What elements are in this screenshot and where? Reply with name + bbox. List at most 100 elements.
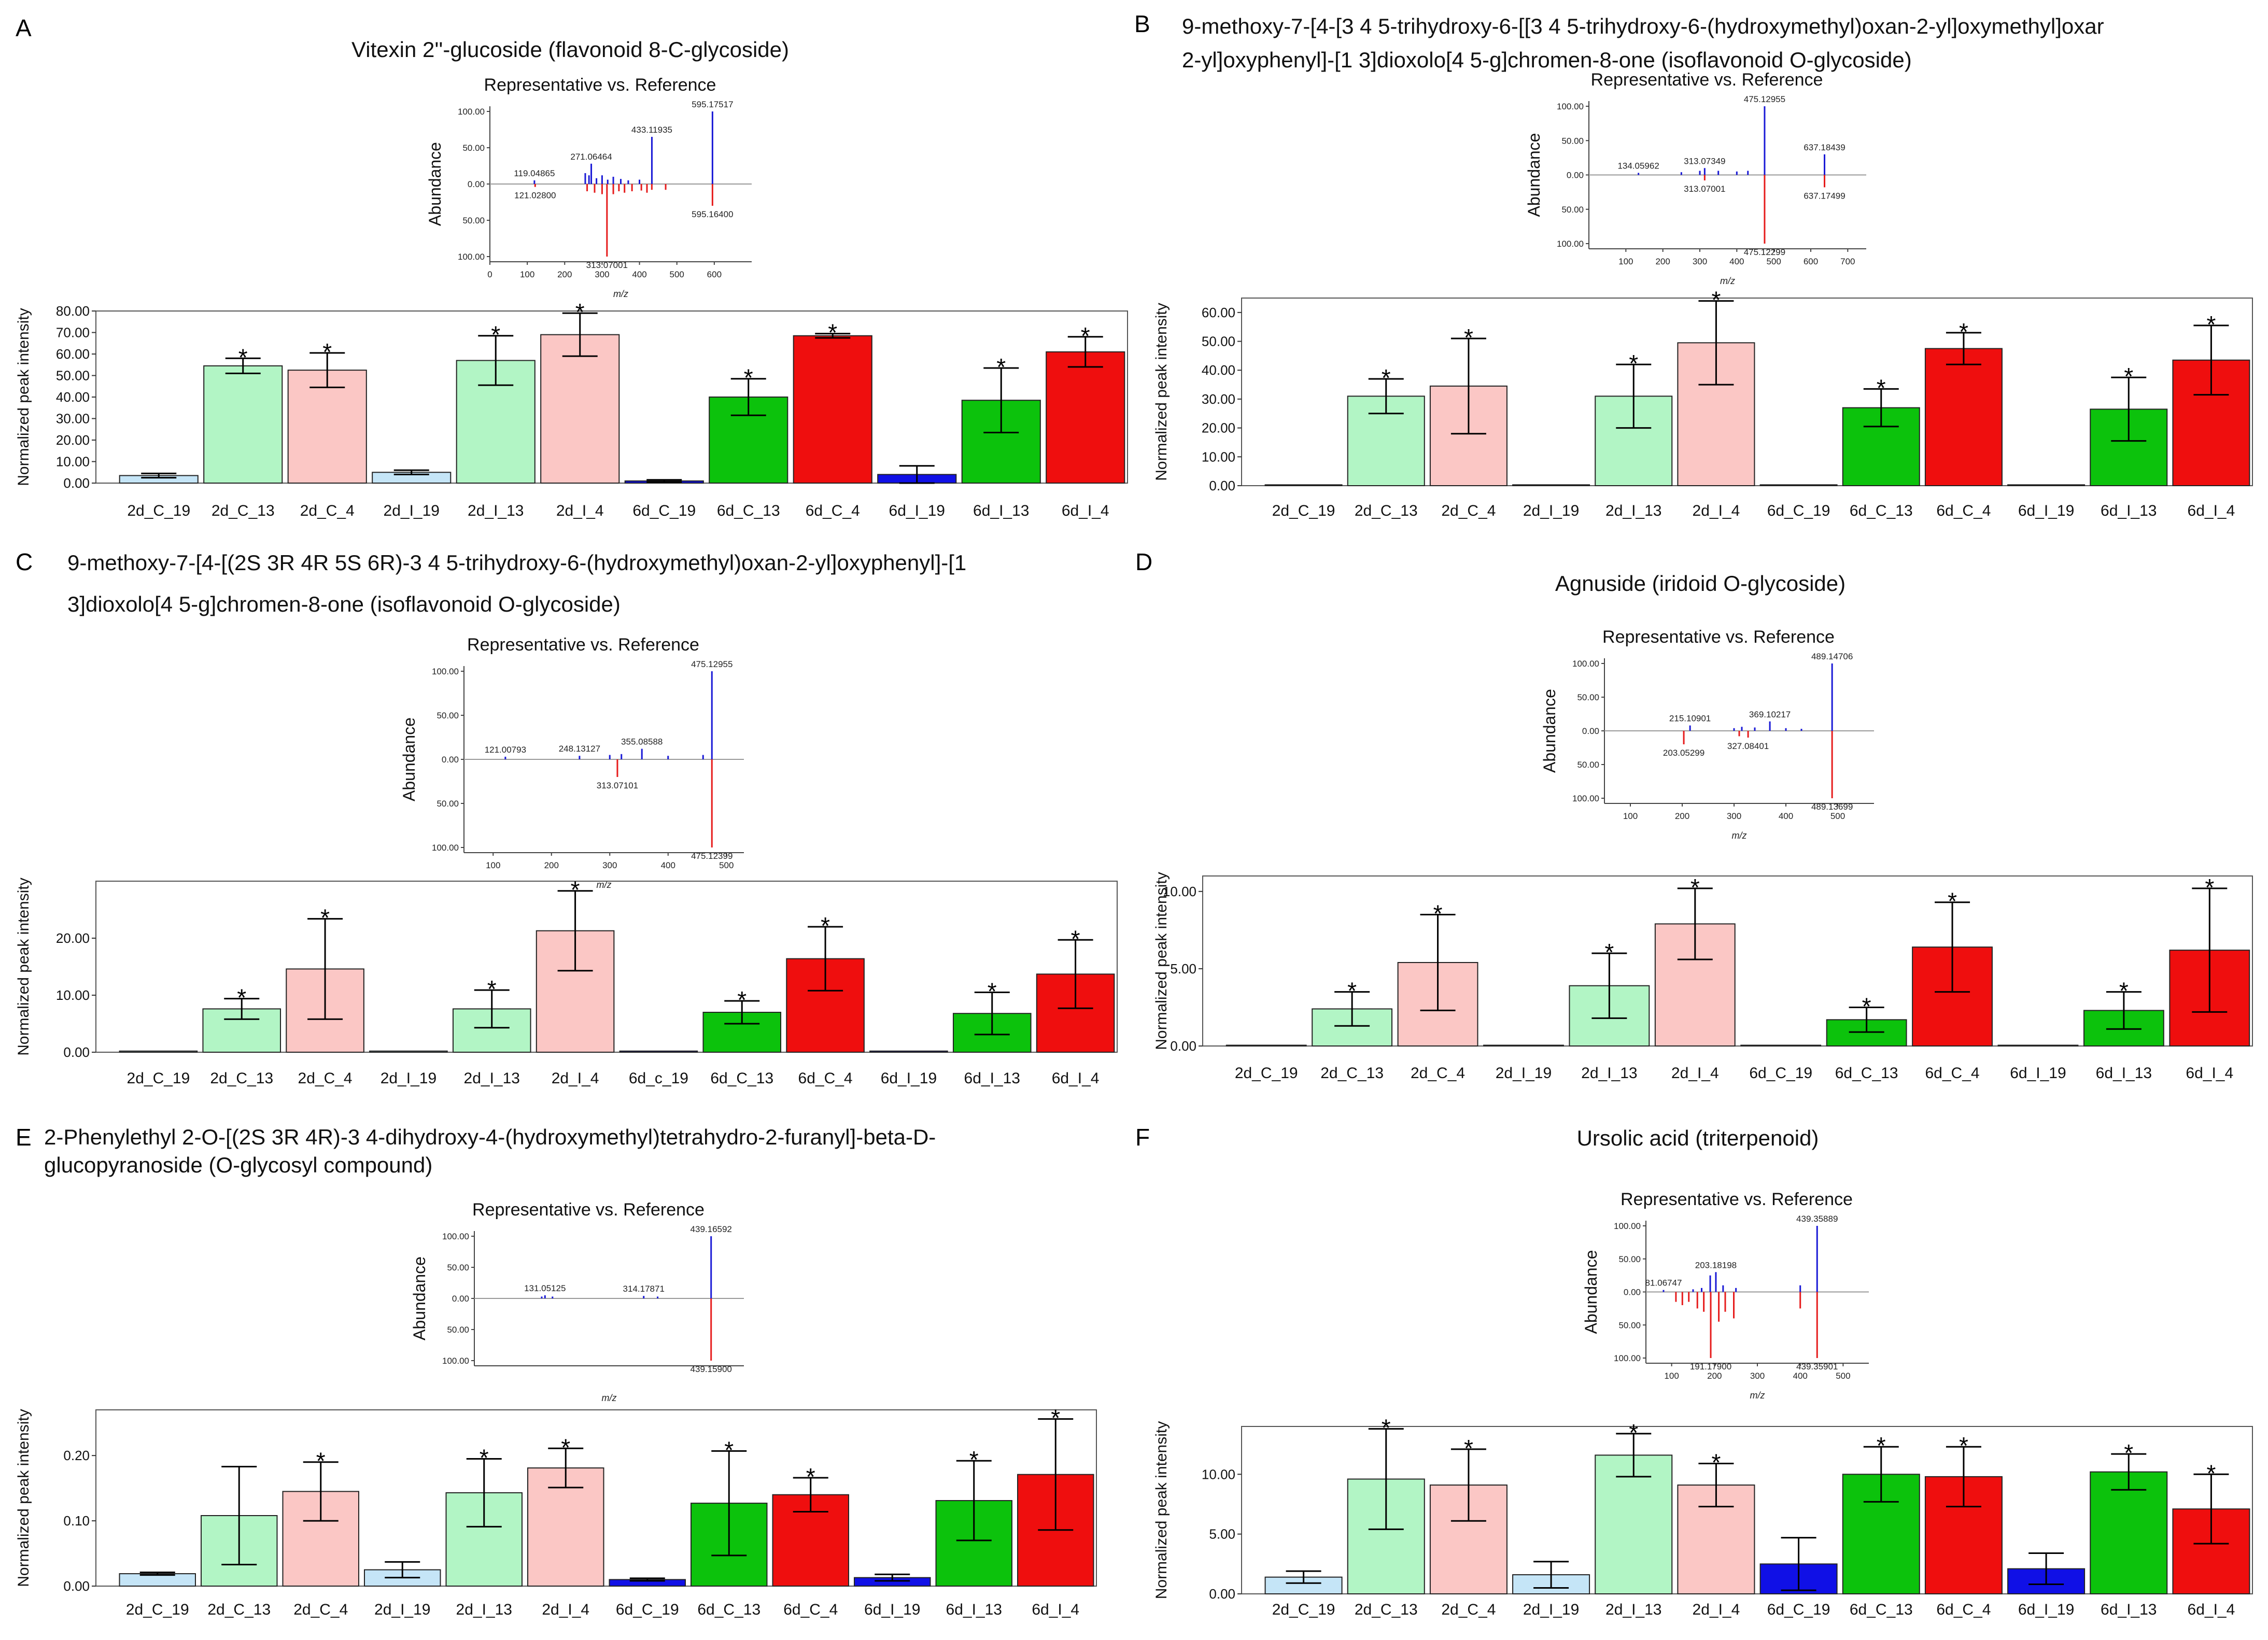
bar-ytick-label: 10.00 [1163,884,1196,899]
spectrum-ylabel: Abundance [410,1256,429,1340]
panel-letter: D [1135,548,1152,575]
spectrum-xtick-label: 200 [544,860,559,870]
significance-marker: * [988,978,997,1005]
category-label: 6d_C_19 [616,1601,679,1618]
category-label: 2d_I_4 [1693,1601,1740,1618]
category-label: 2d_I_13 [1581,1065,1637,1082]
spectrum-xtick-label: 200 [1655,257,1670,266]
category-label: 6d_I_13 [973,502,1029,519]
representative-peak-label: 439.35889 [1796,1214,1838,1224]
spectrum-ytick-label: 100.00 [1614,1353,1641,1363]
significance-marker: * [1862,993,1871,1020]
panel-b: B 9-methoxy-7-[4-[3 4 5-trihydroxy-6-[[3 … [1134,10,2253,519]
bar [540,334,620,484]
category-label: 6d_C_19 [1767,502,1830,519]
representative-peak-label: 595.17517 [692,100,733,109]
category-label: 2d_C_13 [210,1070,273,1087]
category-label: 6d_C_4 [1925,1065,1979,1082]
category-label: 2d_I_19 [381,1070,436,1087]
spectrum-xtick-label: 400 [661,860,675,870]
category-label: 2d_C_4 [300,502,355,519]
spectrum-ytick-label: 50.00 [462,143,485,153]
category-label: 6d_I_19 [881,1070,937,1087]
bar [1595,1454,1673,1594]
significance-marker: * [1347,978,1357,1005]
category-label: 2d_I_4 [552,1070,599,1087]
panel-title: glucopyranoside (O-glycosyl compound) [44,1153,432,1177]
spectrum-xlabel: m/z [1750,1390,1765,1401]
bar-ytick-label: 5.00 [1209,1526,1235,1542]
significance-marker: * [1629,1419,1638,1446]
spectrum-title: Representative vs. Reference [1602,627,1835,647]
bar [287,370,367,484]
panel-title: Agnuside (iridoid O-glycoside) [1555,571,1846,596]
category-label: 2d_C_19 [1235,1065,1298,1082]
bar [1997,1044,2079,1047]
representative-peak-label: 355.08588 [621,737,663,747]
spectrum-xtick-label: 300 [1693,257,1707,266]
category-label: 6d_I_19 [2010,1065,2066,1082]
reference-peak-label: 439.35901 [1796,1362,1838,1372]
significance-marker: * [828,319,837,346]
representative-peak-label: 215.10901 [1669,714,1711,724]
representative-peak-label: 203.18198 [1695,1260,1737,1270]
bar [119,1050,198,1053]
significance-marker: * [238,344,248,371]
category-label: 2d_C_4 [298,1070,353,1087]
category-label: 6d_C_13 [710,1070,773,1087]
spectrum-xtick-label: 300 [602,860,617,870]
bar [1483,1044,1564,1047]
category-label: 6d_I_13 [964,1070,1020,1087]
bar [1759,484,1838,486]
panel-title: Vitexin 2''-glucoside (flavonoid 8-C-gly… [351,37,789,62]
significance-marker: * [1711,1449,1721,1476]
significance-marker: * [1071,925,1080,952]
spectrum-xlabel: m/z [613,289,628,299]
representative-peak-label: 433.11935 [631,125,672,135]
spectrum-ytick-label: 50.00 [436,711,459,720]
spectrum-ytick-label: 50.00 [1618,1320,1641,1330]
significance-marker: * [737,986,746,1013]
category-label: 2d_C_19 [1272,502,1335,519]
bar-ytick-label: 70.00 [56,325,90,341]
spectrum-xtick-label: 500 [1766,257,1781,266]
spectrum-ytick-label: 100.00 [1557,102,1584,111]
category-label: 2d_I_19 [384,502,440,519]
significance-marker: * [1081,322,1090,349]
category-label: 6d_C_19 [1767,1601,1830,1618]
representative-peak-label: 134.05962 [1617,161,1659,171]
bar-ytick-label: 10.00 [56,454,90,470]
spectrum-xtick-label: 500 [1830,811,1845,821]
category-label: 6d_c_19 [629,1070,688,1087]
category-label: 6d_C_4 [798,1070,853,1087]
spectrum-ylabel: Abundance [426,142,444,226]
spectrum-xtick-label: 400 [632,270,646,279]
bar-ylabel: Normalized peak intensity [15,878,32,1056]
bar [1225,1044,1307,1047]
bar [1512,484,1590,486]
spectrum-title: Representative vs. Reference [484,75,716,95]
representative-peak-label: 131.05125 [524,1283,566,1293]
spectrum-title: Representative vs. Reference [1591,70,1823,90]
representative-peak-label: 475.12955 [691,659,732,669]
category-label: 2d_I_19 [1523,502,1579,519]
representative-peak-label: 314.17871 [623,1284,665,1294]
bar [203,365,283,484]
reference-peak-label: 595.16400 [692,209,733,219]
reference-peak-label: 439.15900 [691,1364,732,1374]
representative-peak-label: 121.00793 [485,745,526,755]
bar-ytick-label: 5.00 [1170,961,1196,977]
significance-marker: * [237,984,246,1011]
bar [1924,348,2003,486]
category-label: 6d_C_13 [697,1601,760,1618]
spectrum-xlabel: m/z [602,1393,617,1403]
spectrum-ytick-label: 50.00 [436,799,459,809]
bar-ylabel: Normalized peak intensity [15,1409,32,1587]
spectrum-xlabel: m/z [597,880,612,890]
bar-ytick-label: 0.00 [63,475,90,491]
reference-peak-label: 191.17900 [1690,1362,1731,1372]
category-label: 6d_C_13 [1835,1065,1898,1082]
reference-peak-label: 475.12399 [691,851,732,861]
spectrum-ytick-label: 100.00 [1614,1221,1641,1231]
spectrum-ytick-label: 100.00 [432,843,459,853]
